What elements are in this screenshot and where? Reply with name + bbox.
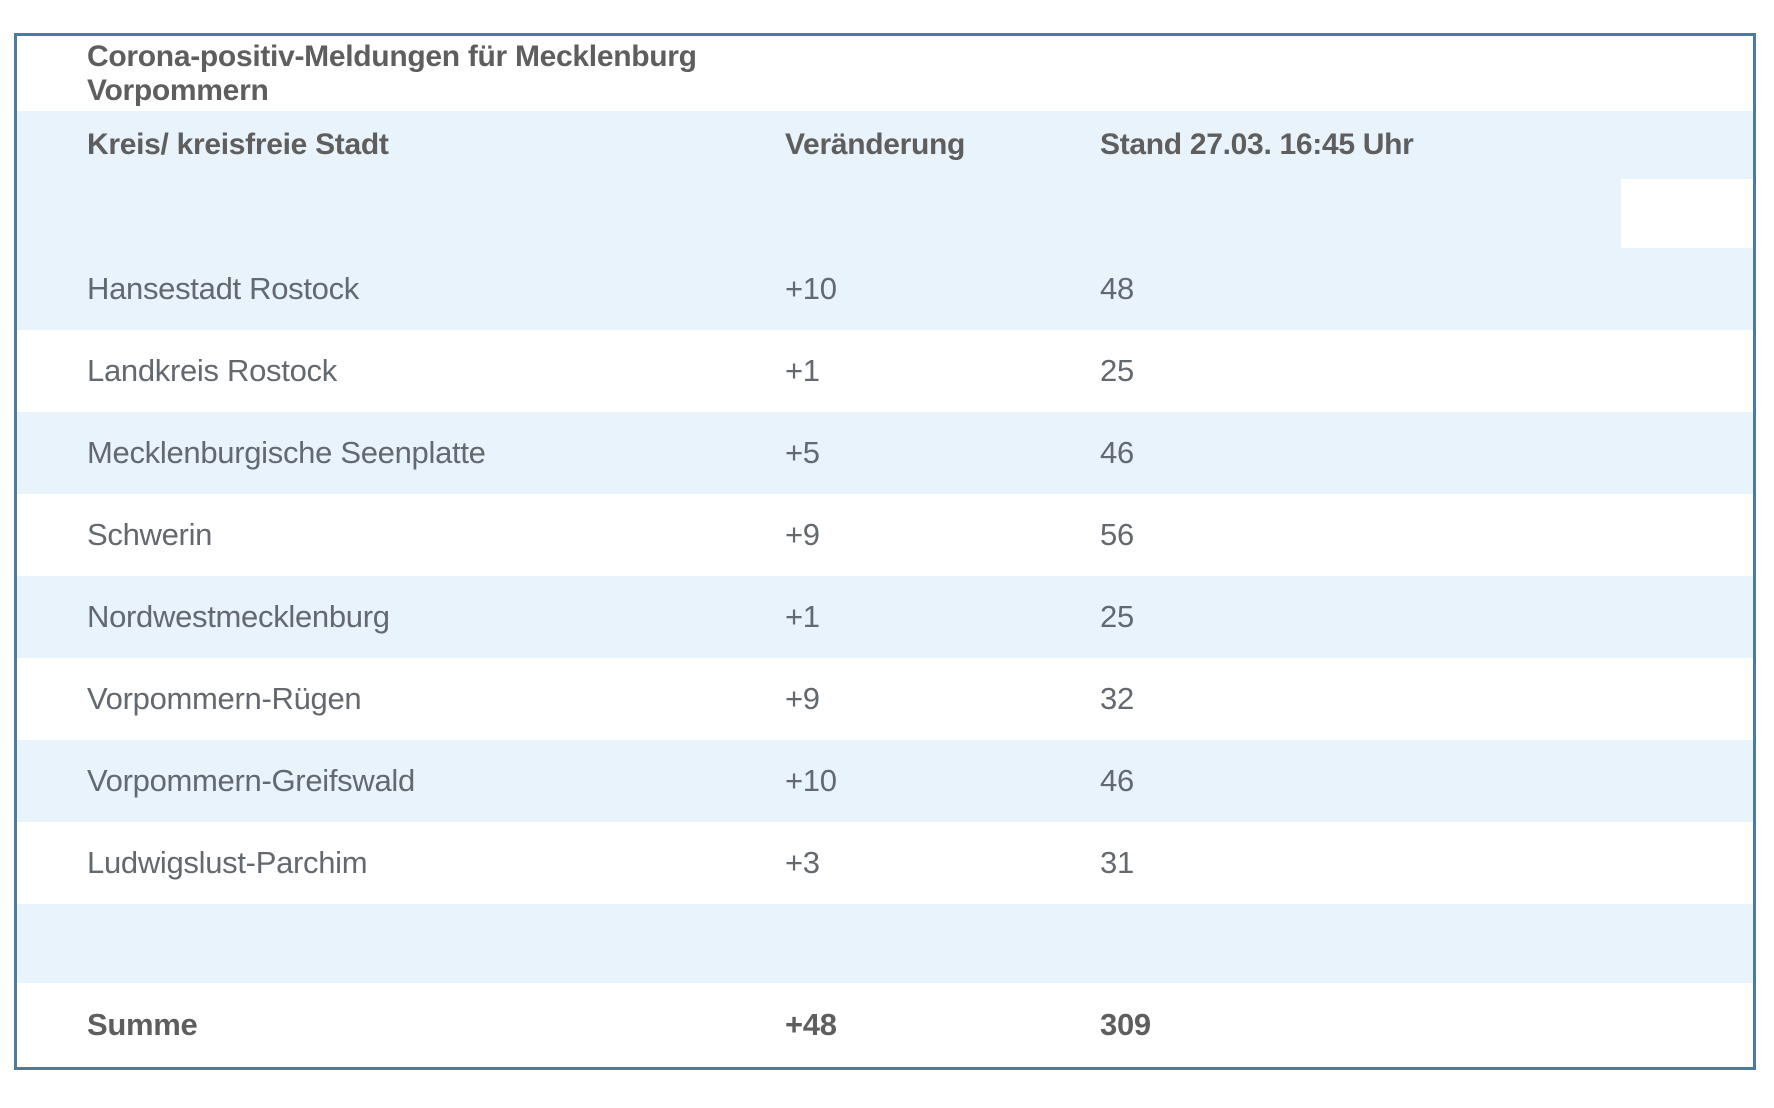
summary-change: +48 <box>785 1007 837 1042</box>
cell-change: +1 <box>785 599 820 634</box>
title-row: Corona-positiv-Meldungen für Mecklenburg… <box>17 36 1753 111</box>
cell-change: +5 <box>785 435 820 470</box>
cell-total: 32 <box>1100 681 1134 716</box>
cell-empty <box>1621 412 1753 494</box>
cell-region: Nordwestmecklenburg <box>87 599 390 634</box>
corona-table: Corona-positiv-Meldungen für Mecklenburg… <box>14 33 1756 1070</box>
table-row: Vorpommern-Greifswald +10 46 <box>17 740 1753 822</box>
cell-region: Mecklenburgische Seenplatte <box>87 435 486 470</box>
cell-change: +9 <box>785 681 820 716</box>
table-row: Hansestadt Rostock +10 48 <box>17 248 1753 330</box>
table-row: Landkreis Rostock +1 25 <box>17 330 1753 412</box>
summary-total: 309 <box>1100 1007 1151 1042</box>
summary-label: Summe <box>87 1007 198 1042</box>
cell-region: Ludwigslust-Parchim <box>87 845 368 880</box>
cell-empty <box>1621 494 1753 576</box>
cell-total: 46 <box>1100 435 1134 470</box>
column-header-veraenderung: Veränderung <box>785 128 966 161</box>
cell-region: Vorpommern-Greifswald <box>87 763 415 798</box>
column-header-stand: Stand 27.03. 16:45 Uhr <box>1100 128 1414 161</box>
cell-region: Schwerin <box>87 517 213 552</box>
cell-empty <box>1621 904 1753 983</box>
cell-total: 31 <box>1100 845 1134 880</box>
table-row: Ludwigslust-Parchim +3 31 <box>17 822 1753 904</box>
cell-total: 56 <box>1100 517 1134 552</box>
cell-empty <box>1621 576 1753 658</box>
cell-region: Landkreis Rostock <box>87 353 337 388</box>
cell-total: 25 <box>1100 353 1134 388</box>
cell-change: +3 <box>785 845 820 880</box>
empty-row <box>17 904 1753 983</box>
table-row: Nordwestmecklenburg +1 25 <box>17 576 1753 658</box>
cell-empty <box>1621 822 1753 904</box>
cell-change: +1 <box>785 353 820 388</box>
cell-total: 46 <box>1100 763 1134 798</box>
cell-region: Vorpommern-Rügen <box>87 681 362 716</box>
cell-change: +10 <box>785 271 837 306</box>
cell-total: 48 <box>1100 271 1134 306</box>
cell-region: Hansestadt Rostock <box>87 271 360 306</box>
page-title: Corona-positiv-Meldungen für Mecklenburg… <box>87 39 697 107</box>
cell-change: +10 <box>785 763 837 798</box>
column-header-kreis: Kreis/ kreisfreie Stadt <box>87 128 389 161</box>
table-row: Schwerin +9 56 <box>17 494 1753 576</box>
cell-empty <box>1621 658 1753 740</box>
empty-white-cell <box>1621 179 1753 248</box>
summary-row: Summe +48 309 <box>17 983 1753 1067</box>
table-row: Mecklenburgische Seenplatte +5 46 <box>17 412 1753 494</box>
header-spacer-row <box>17 179 1753 248</box>
column-header-empty <box>1621 111 1753 179</box>
column-header-row: Kreis/ kreisfreie Stadt Veränderung Stan… <box>17 111 1753 179</box>
cell-empty <box>1621 330 1753 412</box>
table-row: Vorpommern-Rügen +9 32 <box>17 658 1753 740</box>
cell-empty <box>1621 248 1753 330</box>
cell-empty <box>1621 740 1753 822</box>
cell-total: 25 <box>1100 599 1134 634</box>
cell-empty <box>1621 983 1753 1067</box>
cell-change: +9 <box>785 517 820 552</box>
